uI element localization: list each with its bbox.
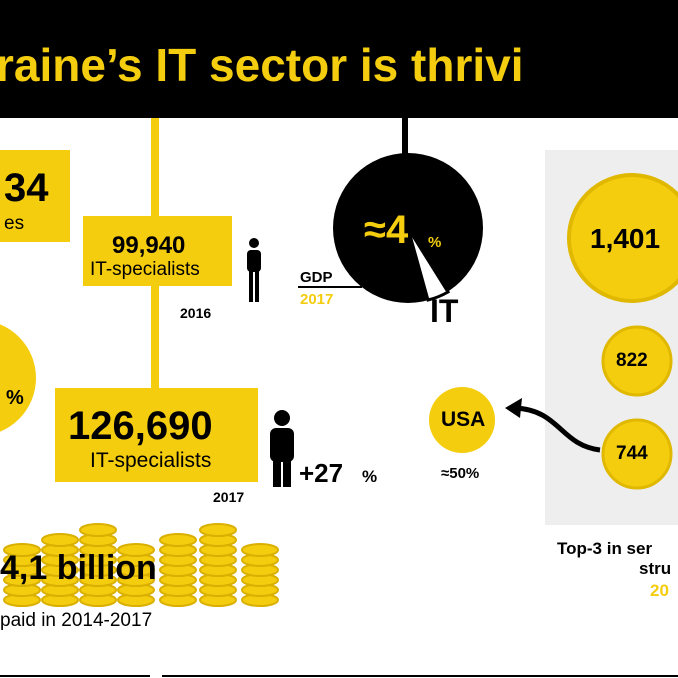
gdp-year: 2017 bbox=[300, 291, 334, 308]
caption: Top-3 in ser bbox=[557, 539, 653, 558]
year: 2016 bbox=[180, 305, 212, 321]
arrow bbox=[514, 405, 601, 453]
coin bbox=[601, 325, 673, 397]
box-2017 bbox=[55, 388, 258, 482]
it-slice bbox=[406, 227, 451, 302]
usa-circle bbox=[429, 387, 495, 453]
coin bbox=[601, 418, 673, 490]
person-icon bbox=[270, 410, 294, 487]
label: IT-specialists bbox=[90, 259, 200, 280]
header-band bbox=[0, 0, 678, 118]
gdp-unit: % bbox=[428, 234, 442, 251]
growth: +27 bbox=[299, 458, 344, 488]
label: es bbox=[4, 213, 25, 234]
taxes-value: 4,1 billion bbox=[0, 549, 157, 587]
box-2016 bbox=[83, 216, 232, 286]
caption: 20 bbox=[650, 581, 669, 600]
gdp-label: GDP bbox=[300, 269, 333, 286]
coin-value: 822 bbox=[616, 350, 648, 371]
label: IT-specialists bbox=[90, 449, 212, 472]
value: 34 bbox=[4, 166, 49, 210]
left-box bbox=[0, 150, 70, 242]
taxes-label: paid in 2014-2017 bbox=[0, 610, 153, 631]
coin-stacks bbox=[3, 523, 279, 607]
coin bbox=[199, 523, 237, 537]
coin bbox=[79, 523, 117, 537]
growth-unit: % bbox=[362, 467, 378, 486]
unit: % bbox=[6, 387, 24, 409]
year: 2017 bbox=[213, 489, 245, 505]
left-circle bbox=[0, 324, 36, 432]
coin bbox=[3, 543, 41, 557]
coin bbox=[159, 533, 197, 547]
coin bbox=[241, 543, 279, 557]
value: 126,690 bbox=[68, 404, 213, 448]
gdp-value: ≈4 bbox=[364, 208, 409, 252]
slice-label: IT bbox=[430, 293, 459, 329]
pie-stem bbox=[402, 118, 408, 168]
coin-value: 1,401 bbox=[590, 223, 661, 254]
person-icon bbox=[247, 238, 261, 302]
coin-value: 744 bbox=[616, 443, 648, 464]
coin bbox=[567, 173, 678, 303]
country: USA bbox=[441, 408, 486, 431]
coin bbox=[117, 543, 155, 557]
value: 99,940 bbox=[112, 232, 186, 259]
title: raine’s IT sector is thrivi bbox=[0, 39, 524, 91]
coin bbox=[41, 533, 79, 547]
arrow-head bbox=[505, 398, 522, 418]
caption: stru bbox=[639, 559, 672, 578]
share: ≈50% bbox=[441, 465, 480, 482]
